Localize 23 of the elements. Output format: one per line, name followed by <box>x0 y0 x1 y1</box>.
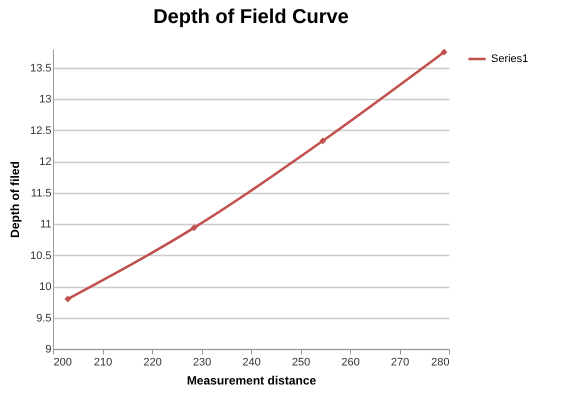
x-tick-label: 200 <box>54 356 72 368</box>
y-tick-label: 10.5 <box>30 250 52 262</box>
chart-title: Depth of Field Curve <box>153 6 349 28</box>
legend-label: Series1 <box>491 53 528 65</box>
y-tick-label: 13.5 <box>30 62 52 74</box>
x-tick-label: 220 <box>143 356 162 368</box>
y-tick-label: 10 <box>39 281 52 293</box>
y-axis-title: Depth of filed <box>8 161 22 238</box>
y-tick-label: 11 <box>40 218 52 230</box>
x-tick-label: 230 <box>192 356 212 368</box>
x-tick-label: 250 <box>292 356 310 368</box>
y-tick-label: 11.5 <box>30 187 52 200</box>
y-tick-label: 12.5 <box>30 124 52 137</box>
y-tick-label: 13 <box>39 94 52 106</box>
x-tick-label: 240 <box>242 356 261 368</box>
x-tick-label: 260 <box>341 356 360 368</box>
y-tick-label: 9 <box>45 344 52 356</box>
x-tick-label: 270 <box>390 356 410 368</box>
x-axis-title: Measurement distance <box>186 374 317 388</box>
y-tick-label: 9.5 <box>36 312 52 324</box>
x-tick-label: 210 <box>94 356 112 368</box>
y-tick-label: 12 <box>39 156 52 168</box>
x-tick-label: 280 <box>431 356 450 368</box>
